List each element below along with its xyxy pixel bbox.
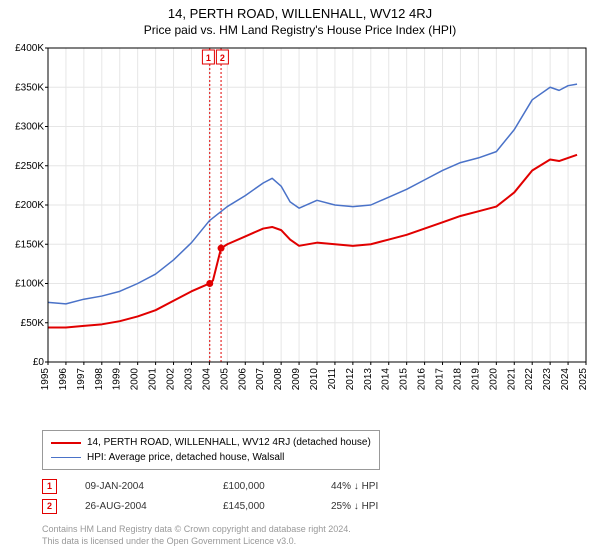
svg-text:2021: 2021 bbox=[506, 368, 517, 391]
svg-text:1998: 1998 bbox=[94, 368, 105, 391]
sale-row: 1 09-JAN-2004 £100,000 44% ↓ HPI bbox=[42, 476, 421, 496]
svg-text:1995: 1995 bbox=[40, 368, 51, 391]
svg-text:2017: 2017 bbox=[435, 368, 446, 391]
sales-table: 1 09-JAN-2004 £100,000 44% ↓ HPI 2 26-AUG-200… bbox=[42, 476, 421, 516]
svg-text:2002: 2002 bbox=[166, 368, 177, 391]
legend-swatch bbox=[51, 457, 81, 458]
svg-text:2013: 2013 bbox=[363, 368, 374, 391]
svg-text:2020: 2020 bbox=[488, 368, 499, 391]
svg-text:2006: 2006 bbox=[237, 368, 248, 391]
sale-price: £145,000 bbox=[223, 501, 303, 512]
svg-text:1996: 1996 bbox=[58, 368, 69, 391]
footer-attribution: Contains HM Land Registry data © Crown c… bbox=[42, 524, 351, 547]
svg-text:2012: 2012 bbox=[345, 368, 356, 391]
svg-text:£50K: £50K bbox=[21, 318, 45, 329]
svg-text:2022: 2022 bbox=[524, 368, 535, 391]
sale-row: 2 26-AUG-2004 £145,000 25% ↓ HPI bbox=[42, 496, 421, 516]
svg-text:2018: 2018 bbox=[452, 368, 463, 391]
svg-text:2009: 2009 bbox=[291, 368, 302, 391]
sale-hpi-delta: 25% ↓ HPI bbox=[331, 501, 421, 512]
sale-date: 09-JAN-2004 bbox=[85, 481, 195, 492]
chart-container: 14, PERTH ROAD, WILLENHALL, WV12 4RJ Pri… bbox=[0, 0, 600, 560]
svg-text:2004: 2004 bbox=[201, 368, 212, 391]
footer-line-1: Contains HM Land Registry data © Crown c… bbox=[42, 524, 351, 536]
svg-text:2003: 2003 bbox=[183, 368, 194, 391]
svg-text:£100K: £100K bbox=[15, 279, 44, 290]
chart-svg: 12 £0 £50K £100K £150K £200K £250K £300K £350K £4… bbox=[0, 40, 600, 420]
svg-text:2010: 2010 bbox=[309, 368, 320, 391]
chart-area: 12 £0 £50K £100K £150K £200K £250K £300K £350K £4… bbox=[0, 40, 600, 420]
svg-text:2015: 2015 bbox=[399, 368, 410, 391]
svg-text:2001: 2001 bbox=[148, 368, 159, 391]
svg-text:£250K: £250K bbox=[15, 161, 44, 172]
svg-text:2008: 2008 bbox=[273, 368, 284, 391]
svg-text:£150K: £150K bbox=[15, 239, 44, 250]
legend-item: 14, PERTH ROAD, WILLENHALL, WV12 4RJ (de… bbox=[51, 435, 371, 450]
legend-swatch bbox=[51, 442, 81, 444]
svg-text:1: 1 bbox=[206, 53, 211, 63]
svg-text:2007: 2007 bbox=[255, 368, 266, 391]
chart-title: 14, PERTH ROAD, WILLENHALL, WV12 4RJ bbox=[0, 0, 600, 21]
svg-text:2016: 2016 bbox=[417, 368, 428, 391]
svg-text:2011: 2011 bbox=[327, 368, 338, 390]
sale-hpi-delta: 44% ↓ HPI bbox=[331, 481, 421, 492]
svg-text:£400K: £400K bbox=[15, 43, 44, 54]
legend-item: HPI: Average price, detached house, Wals… bbox=[51, 450, 371, 465]
svg-text:2014: 2014 bbox=[381, 368, 392, 391]
svg-text:£350K: £350K bbox=[15, 82, 44, 93]
footer-line-2: This data is licensed under the Open Gov… bbox=[42, 536, 351, 548]
legend-label: HPI: Average price, detached house, Wals… bbox=[87, 450, 284, 465]
svg-text:1997: 1997 bbox=[76, 368, 87, 391]
svg-text:2005: 2005 bbox=[219, 368, 230, 391]
chart-subtitle: Price paid vs. HM Land Registry's House … bbox=[0, 21, 600, 37]
svg-text:2023: 2023 bbox=[542, 368, 553, 391]
svg-text:2019: 2019 bbox=[470, 368, 481, 391]
svg-text:2024: 2024 bbox=[560, 368, 571, 391]
svg-text:2: 2 bbox=[220, 53, 225, 63]
legend-label: 14, PERTH ROAD, WILLENHALL, WV12 4RJ (de… bbox=[87, 435, 371, 450]
sale-marker-icon: 1 bbox=[42, 479, 57, 494]
sale-price: £100,000 bbox=[223, 481, 303, 492]
svg-text:£300K: £300K bbox=[15, 122, 44, 133]
svg-text:2000: 2000 bbox=[130, 368, 141, 391]
svg-text:1999: 1999 bbox=[112, 368, 123, 391]
sale-marker-icon: 2 bbox=[42, 499, 57, 514]
legend: 14, PERTH ROAD, WILLENHALL, WV12 4RJ (de… bbox=[42, 430, 380, 470]
svg-text:2025: 2025 bbox=[578, 368, 589, 391]
sale-date: 26-AUG-2004 bbox=[85, 501, 195, 512]
svg-text:£0: £0 bbox=[33, 357, 45, 368]
svg-text:£200K: £200K bbox=[15, 200, 44, 211]
